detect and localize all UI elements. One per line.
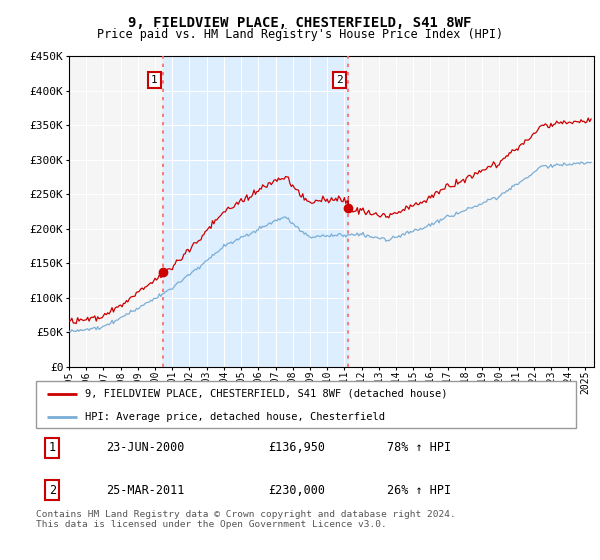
Text: Price paid vs. HM Land Registry's House Price Index (HPI): Price paid vs. HM Land Registry's House …: [97, 28, 503, 41]
Text: 9, FIELDVIEW PLACE, CHESTERFIELD, S41 8WF: 9, FIELDVIEW PLACE, CHESTERFIELD, S41 8W…: [128, 16, 472, 30]
Text: 1: 1: [49, 441, 56, 454]
Text: HPI: Average price, detached house, Chesterfield: HPI: Average price, detached house, Ches…: [85, 412, 385, 422]
Text: 23-JUN-2000: 23-JUN-2000: [106, 441, 185, 454]
Text: £230,000: £230,000: [268, 484, 325, 497]
Text: £136,950: £136,950: [268, 441, 325, 454]
FancyBboxPatch shape: [36, 381, 576, 428]
Text: 25-MAR-2011: 25-MAR-2011: [106, 484, 185, 497]
Text: 78% ↑ HPI: 78% ↑ HPI: [387, 441, 451, 454]
Bar: [163, 56, 348, 367]
Text: 9, FIELDVIEW PLACE, CHESTERFIELD, S41 8WF (detached house): 9, FIELDVIEW PLACE, CHESTERFIELD, S41 8W…: [85, 389, 447, 399]
Text: 1: 1: [151, 75, 158, 85]
Text: Contains HM Land Registry data © Crown copyright and database right 2024.
This d: Contains HM Land Registry data © Crown c…: [36, 510, 456, 529]
Text: 2: 2: [336, 75, 343, 85]
Text: 26% ↑ HPI: 26% ↑ HPI: [387, 484, 451, 497]
Text: 2: 2: [49, 484, 56, 497]
